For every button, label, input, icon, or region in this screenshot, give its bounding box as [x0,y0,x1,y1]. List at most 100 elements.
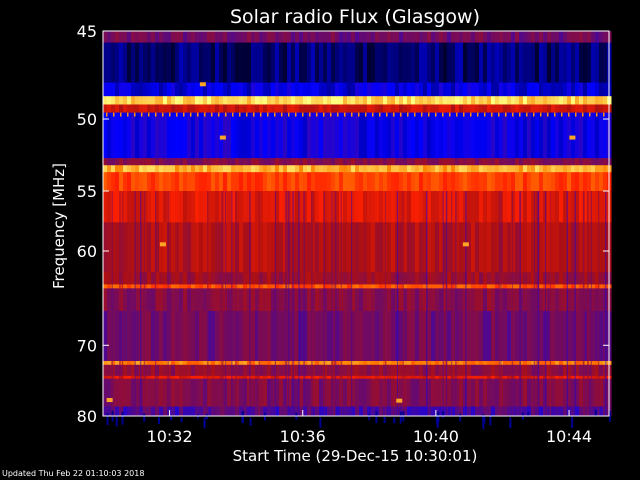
spectrum-cell [259,158,264,166]
spectrum-cell [579,31,584,44]
spectrum-cell [207,172,212,192]
spectrum-cell [523,406,528,417]
spectrum-cell [275,104,280,114]
spectrum-cell [351,158,356,166]
spectrum-cell [195,104,200,114]
spectrum-cell [223,104,228,114]
spectrum-cell [463,31,468,44]
carrier-comb-tick [218,112,220,117]
spectrum-cell [483,42,488,84]
spectrum-cell [347,165,352,173]
spectrum-cell [307,165,312,173]
spectrum-cell [275,222,280,273]
spectrum-cell [303,96,308,105]
spectrum-cell [331,378,336,408]
carrier-comb-tick [407,112,409,117]
spectrum-cell [263,104,268,114]
spectrum-cell [375,112,380,159]
spectrum-cell [599,378,604,408]
spectrum-cell [515,284,520,289]
spectrum-cell [303,42,308,84]
spectrum-cell [523,311,528,362]
spectrum-cell [163,158,168,166]
spectrum-cell [143,284,148,289]
spectrum-cell [407,311,412,362]
spectrum-cell [471,288,476,312]
spectrum-cell [455,361,460,366]
spectrum-cell [431,96,436,105]
spectrum-cell [495,288,500,312]
spectrum-cell [575,288,580,312]
carrier-comb-tick [491,112,493,117]
spectrum-cell [419,158,424,166]
spectrum-cell [343,82,348,97]
spectrum-cell [271,406,276,417]
spectrum-cell [515,378,520,408]
spectrum-cell [439,378,444,408]
spectrum-cell [483,191,488,223]
spectrum-cell [171,172,176,192]
spectrum-cell [419,82,424,97]
spectrum-cell [219,364,224,377]
spectrum-cell [203,378,208,408]
spectrum-cell [351,191,356,223]
spectrum-cell [227,96,232,105]
spectrum-cell [511,288,516,312]
spectrum-cell [599,284,604,289]
spectrum-cell [399,82,404,97]
carrier-comb-tick [232,112,234,117]
plot-frame [102,30,610,417]
spectrum-cell [111,364,116,377]
spectrum-cell [207,288,212,312]
spectrum-cell [547,311,552,362]
spectrum-cell [335,158,340,166]
y-tick-label: 60 [77,242,97,261]
spectrum-cell [435,82,440,97]
spectrum-cell [231,375,236,380]
spectrum-cell [411,165,416,173]
spectrum-cell [263,42,268,84]
spectrum-cell [135,284,140,289]
spectrum-cell [303,191,308,223]
spectrum-cell [479,82,484,97]
spectrum-cell [331,42,336,84]
spectrum-cell [415,284,420,289]
spectrum-cell [379,112,384,159]
spectrum-cell [455,165,460,173]
spectrum-cell [399,104,404,114]
spectrum-cell [587,104,592,114]
spectrum-cell [531,378,536,408]
spectrum-cell [315,191,320,223]
time-streak [442,191,444,416]
spectrum-cell [527,406,532,417]
spectrum-cell [359,165,364,173]
spectrum-cell [575,191,580,223]
time-streak [122,191,124,416]
spectrum-cell [443,222,448,273]
spectrum-cell [531,222,536,273]
time-streak [207,191,209,416]
spectrum-cell [307,361,312,366]
spectrum-cell [491,284,496,289]
spectrum-cell [487,288,492,312]
spectrum-cell [539,406,544,417]
spectrum-cell [199,31,204,44]
spectrum-cell [539,82,544,97]
spectrum-cell [343,272,348,285]
spectrum-cell [467,172,472,192]
spectrum-cell [571,222,576,273]
spectrum-cell [255,158,260,166]
spectrum-cell [551,378,556,408]
spectrum-cell [135,172,140,192]
spectrum-cell [347,272,352,285]
spectrum-cell [591,104,596,114]
spectrum-cell [491,112,496,159]
spectrum-cell [227,191,232,223]
spectrum-cell [383,112,388,159]
spectrum-cell [499,82,504,97]
spectrum-cell [359,96,364,105]
spectrum-cell [419,104,424,114]
spectrum-cell [167,284,172,289]
spectrum-cell [351,42,356,84]
spectrum-cell [363,364,368,377]
